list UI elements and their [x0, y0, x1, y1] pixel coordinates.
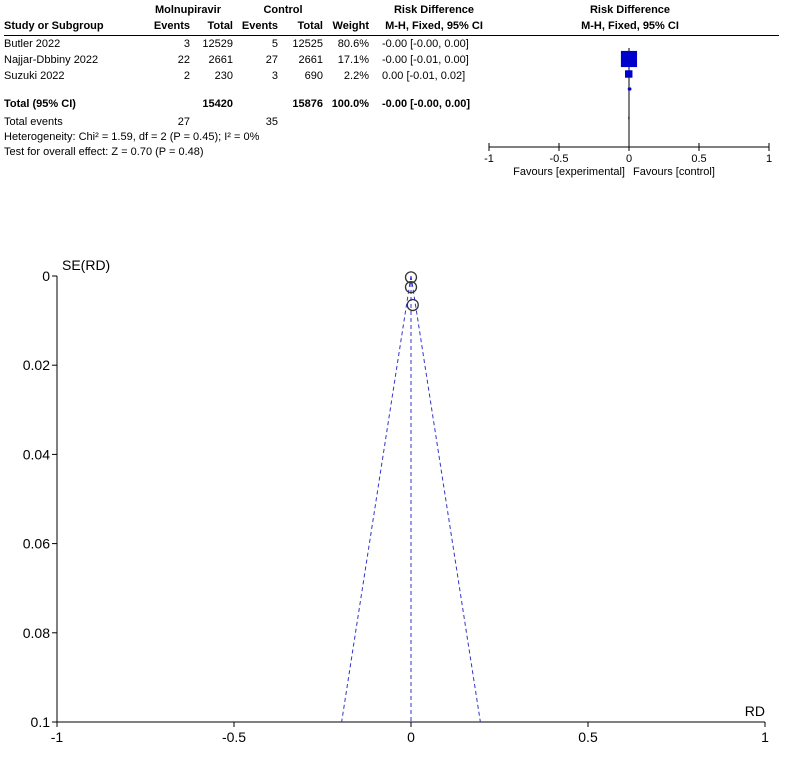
- forest-x-tick-label: 0: [626, 153, 632, 165]
- total-total1: 15420: [202, 98, 233, 110]
- row-events2: 5: [271, 38, 278, 50]
- row-total1: 2661: [208, 54, 233, 66]
- row-total2: 690: [304, 70, 323, 82]
- row-weight: 2.2%: [343, 70, 369, 82]
- col-header-events1: Events: [153, 20, 190, 32]
- funnel-study-point: [406, 298, 419, 312]
- study-weight-square: [620, 50, 638, 68]
- funnel-y-axis-label: SE(RD): [62, 257, 110, 273]
- row-ci: 0.00 [-0.01, 0.02]: [382, 70, 466, 82]
- row-total2: 12525: [292, 38, 323, 50]
- funnel-x-axis-label: RD: [745, 703, 765, 719]
- col-header-total1: Total: [207, 20, 233, 32]
- total-events-label: Total events: [4, 116, 63, 128]
- total-label: Total (95% CI): [4, 98, 76, 110]
- group-header-effect-left: Risk Difference: [393, 4, 475, 16]
- row-events1: 3: [183, 38, 190, 50]
- col-header-method-right: M-H, Fixed, 95% CI: [581, 20, 679, 32]
- favours-right-label: Favours [control]: [633, 166, 715, 178]
- forest-x-tick-label: 0.5: [691, 153, 706, 165]
- row-weight: 17.1%: [337, 54, 369, 66]
- funnel-y-tick-label: 0.02: [23, 357, 50, 373]
- funnel-y-tick-label: 0.08: [23, 625, 50, 641]
- row-ci: -0.00 [-0.00, 0.00]: [382, 38, 469, 50]
- study-weight-square: [625, 70, 633, 78]
- col-header-study: Study or Subgroup: [4, 20, 104, 32]
- favours-left-label: Favours [experimental]: [513, 166, 625, 178]
- forest-x-tick-label: 1: [766, 153, 772, 165]
- row-study-name: Butler 2022: [4, 38, 61, 50]
- funnel-x-tick-label: 0.5: [578, 729, 598, 745]
- row-ci: -0.00 [-0.01, 0.00]: [382, 54, 469, 66]
- funnel-plot: 0 0.02 0.04 0.06 0.08 0.1-1 -0.5 0 0.5 1 SE(RD) RD: [23, 257, 769, 745]
- funnel-x-tick-label: -0.5: [222, 729, 246, 745]
- col-header-total2: Total: [297, 20, 323, 32]
- funnel-left-limit: [341, 275, 412, 723]
- col-header-method-left: M-H, Fixed, 95% CI: [385, 20, 483, 32]
- funnel-x-tick-label: 1: [761, 729, 769, 745]
- group-header-control: Control: [263, 4, 303, 16]
- col-header-events2: Events: [241, 20, 278, 32]
- col-header-weight: Weight: [332, 20, 369, 32]
- row-study-name: Suzuki 2022: [4, 70, 65, 82]
- funnel-x-tick-label: -1: [51, 729, 64, 745]
- forest-x-tick-label: -1: [484, 153, 494, 165]
- funnel-y-tick-label: 0.04: [23, 446, 50, 462]
- pooled-diamond: [628, 113, 630, 123]
- funnel-y-tick-label: 0.1: [31, 714, 51, 730]
- funnel-study-point: [404, 271, 418, 284]
- funnel-right-limit: [410, 275, 481, 723]
- group-header-effect-right: Risk Difference: [589, 4, 671, 16]
- total-total2: 15876: [292, 98, 323, 110]
- row-total2: 2661: [298, 54, 323, 66]
- row-events1: 22: [177, 54, 190, 66]
- overall-effect-text: Test for overall effect: Z = 0.70 (P = 0…: [4, 146, 204, 158]
- study-weight-square: [628, 87, 632, 91]
- forest-plot-graph: -1 -0.5 0 0.5 1 Favours [experimental] Favours…: [484, 48, 772, 178]
- heterogeneity-text: Heterogeneity: Chi² = 1.59, df = 2 (P = …: [4, 131, 260, 143]
- row-total1: 12529: [202, 38, 233, 50]
- row-total1: 230: [214, 70, 233, 82]
- funnel-y-tick-label: 0: [42, 268, 50, 284]
- forest-x-tick-label: -0.5: [550, 153, 569, 165]
- total-events1: 27: [177, 116, 190, 128]
- header-rule: [4, 35, 779, 36]
- total-ci: -0.00 [-0.00, 0.00]: [382, 98, 471, 110]
- row-events2: 27: [265, 54, 278, 66]
- total-weight: 100.0%: [331, 98, 369, 110]
- row-events1: 2: [183, 70, 190, 82]
- group-header-treatment: Molnupiravir: [154, 4, 221, 16]
- funnel-y-tick-label: 0.06: [23, 536, 50, 552]
- funnel-study-point: [404, 280, 418, 294]
- total-events2: 35: [265, 116, 278, 128]
- row-weight: 80.6%: [337, 38, 369, 50]
- funnel-x-tick-label: 0: [407, 729, 415, 745]
- row-study-name: Najjar-Dbbiny 2022: [4, 54, 99, 66]
- row-events2: 3: [271, 70, 278, 82]
